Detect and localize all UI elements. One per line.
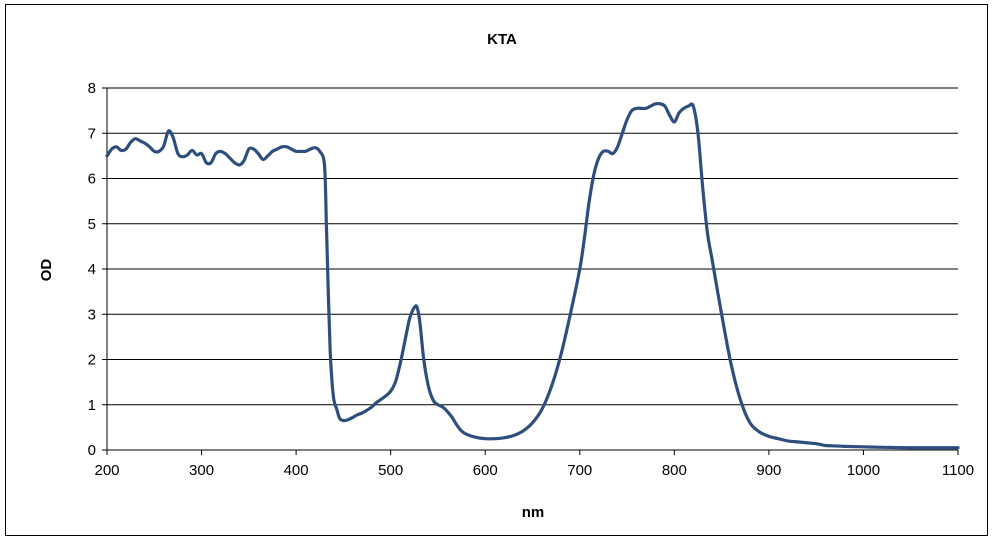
y-axis-title: OD (38, 259, 55, 282)
y-tick-label: 7 (88, 125, 96, 142)
x-tick-label: 400 (284, 462, 309, 479)
x-tick-label: 800 (662, 462, 687, 479)
x-tick-label: 1000 (847, 462, 880, 479)
y-tick-label: 0 (88, 442, 96, 459)
y-tick-label: 4 (88, 261, 96, 278)
y-tick-label: 6 (88, 171, 96, 188)
x-tick-label: 300 (189, 462, 214, 479)
x-tick-label: 500 (378, 462, 403, 479)
chart-title: KTA (487, 31, 517, 48)
axes (102, 87, 959, 455)
y-tick-label: 1 (88, 397, 96, 414)
tick-labels: 0 1 2 3 4 5 6 7 8 200 300 400 500 600 700 800 900 1000 110… (88, 80, 974, 479)
x-tick-label: 600 (473, 462, 498, 479)
gridlines (107, 87, 958, 406)
y-tick-label: 2 (88, 352, 96, 369)
x-tick-label: 1100 (942, 462, 974, 479)
x-axis-title: nm (522, 504, 545, 521)
x-tick-label: 900 (756, 462, 781, 479)
y-tick-label: 5 (88, 216, 96, 233)
x-tick-label: 200 (94, 462, 119, 479)
y-tick-label: 8 (88, 80, 96, 97)
y-tick-label: 3 (88, 306, 96, 323)
series-line-0 (105, 101, 960, 450)
series-group (105, 101, 960, 450)
x-tick-label: 700 (567, 462, 592, 479)
chart-frame (5, 4, 988, 536)
